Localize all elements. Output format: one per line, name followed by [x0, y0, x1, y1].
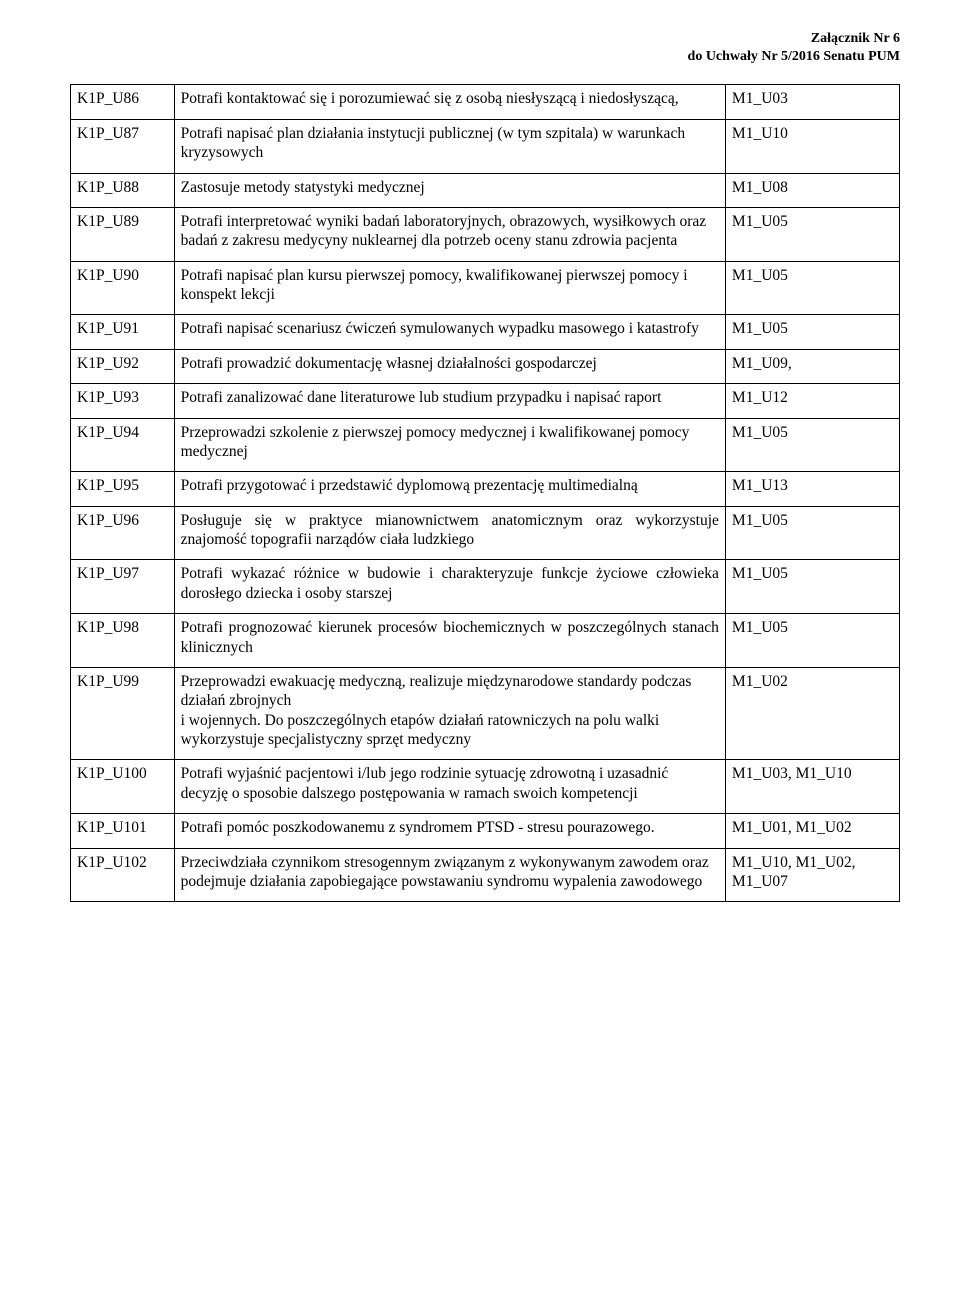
description-cell: Potrafi przygotować i przedstawić dyplom…: [174, 472, 725, 506]
table-row: K1P_U99Przeprowadzi ewakuację medyczną, …: [71, 667, 900, 760]
code-cell: K1P_U89: [71, 207, 175, 261]
description-cell: Potrafi prognozować kierunek procesów bi…: [174, 614, 725, 668]
table-row: K1P_U101Potrafi pomóc poszkodowanemu z s…: [71, 814, 900, 848]
description-cell: Potrafi kontaktować się i porozumiewać s…: [174, 85, 725, 119]
table-row: K1P_U97Potrafi wykazać różnice w budowie…: [71, 560, 900, 614]
table-row: K1P_U94Przeprowadzi szkolenie z pierwsze…: [71, 418, 900, 472]
outcomes-table: K1P_U86Potrafi kontaktować się i porozum…: [70, 84, 900, 902]
description-cell: Potrafi zanalizować dane literaturowe lu…: [174, 384, 725, 418]
description-cell: Potrafi wyjaśnić pacjentowi i/lub jego r…: [174, 760, 725, 814]
description-cell: Potrafi interpretować wyniki badań labor…: [174, 207, 725, 261]
table-row: K1P_U90Potrafi napisać plan kursu pierws…: [71, 261, 900, 315]
description-cell: Przeciwdziała czynnikom stresogennym zwi…: [174, 848, 725, 902]
description-cell: Potrafi napisać plan działania instytucj…: [174, 119, 725, 173]
reference-cell: M1_U01, M1_U02: [725, 814, 899, 848]
table-row: K1P_U89Potrafi interpretować wyniki bada…: [71, 207, 900, 261]
table-row: K1P_U100Potrafi wyjaśnić pacjentowi i/lu…: [71, 760, 900, 814]
code-cell: K1P_U98: [71, 614, 175, 668]
table-row: K1P_U95Potrafi przygotować i przedstawić…: [71, 472, 900, 506]
reference-cell: M1_U10: [725, 119, 899, 173]
code-cell: K1P_U92: [71, 349, 175, 383]
reference-cell: M1_U05: [725, 261, 899, 315]
description-cell: Potrafi prowadzić dokumentację własnej d…: [174, 349, 725, 383]
table-row: K1P_U98Potrafi prognozować kierunek proc…: [71, 614, 900, 668]
reference-cell: M1_U02: [725, 667, 899, 760]
table-row: K1P_U91Potrafi napisać scenariusz ćwicze…: [71, 315, 900, 349]
reference-cell: M1_U05: [725, 614, 899, 668]
description-cell: Potrafi wykazać różnice w budowie i char…: [174, 560, 725, 614]
code-cell: K1P_U95: [71, 472, 175, 506]
reference-cell: M1_U05: [725, 207, 899, 261]
table-row: K1P_U102Przeciwdziała czynnikom stresoge…: [71, 848, 900, 902]
table-row: K1P_U93Potrafi zanalizować dane literatu…: [71, 384, 900, 418]
reference-cell: M1_U12: [725, 384, 899, 418]
code-cell: K1P_U94: [71, 418, 175, 472]
reference-cell: M1_U05: [725, 315, 899, 349]
reference-cell: M1_U03, M1_U10: [725, 760, 899, 814]
reference-cell: M1_U09,: [725, 349, 899, 383]
reference-cell: M1_U08: [725, 173, 899, 207]
code-cell: K1P_U90: [71, 261, 175, 315]
reference-cell: M1_U03: [725, 85, 899, 119]
code-cell: K1P_U99: [71, 667, 175, 760]
table-row: K1P_U87Potrafi napisać plan działania in…: [71, 119, 900, 173]
table-row: K1P_U96Posługuje się w praktyce mianowni…: [71, 506, 900, 560]
header-line-2: do Uchwały Nr 5/2016 Senatu PUM: [70, 48, 900, 66]
code-cell: K1P_U91: [71, 315, 175, 349]
code-cell: K1P_U87: [71, 119, 175, 173]
description-cell: Przeprowadzi szkolenie z pierwszej pomoc…: [174, 418, 725, 472]
reference-cell: M1_U13: [725, 472, 899, 506]
code-cell: K1P_U100: [71, 760, 175, 814]
code-cell: K1P_U86: [71, 85, 175, 119]
table-row: K1P_U92Potrafi prowadzić dokumentację wł…: [71, 349, 900, 383]
header-line-1: Załącznik Nr 6: [70, 30, 900, 48]
code-cell: K1P_U88: [71, 173, 175, 207]
code-cell: K1P_U101: [71, 814, 175, 848]
code-cell: K1P_U102: [71, 848, 175, 902]
reference-cell: M1_U05: [725, 418, 899, 472]
table-row: K1P_U86Potrafi kontaktować się i porozum…: [71, 85, 900, 119]
description-cell: Potrafi pomóc poszkodowanemu z syndromem…: [174, 814, 725, 848]
reference-cell: M1_U05: [725, 560, 899, 614]
reference-cell: M1_U05: [725, 506, 899, 560]
code-cell: K1P_U97: [71, 560, 175, 614]
description-cell: Potrafi napisać plan kursu pierwszej pom…: [174, 261, 725, 315]
description-cell: Posługuje się w praktyce mianownictwem a…: [174, 506, 725, 560]
table-row: K1P_U88Zastosuje metody statystyki medyc…: [71, 173, 900, 207]
page-header: Załącznik Nr 6 do Uchwały Nr 5/2016 Sena…: [70, 30, 900, 66]
description-cell: Przeprowadzi ewakuację medyczną, realizu…: [174, 667, 725, 760]
code-cell: K1P_U96: [71, 506, 175, 560]
description-cell: Potrafi napisać scenariusz ćwiczeń symul…: [174, 315, 725, 349]
reference-cell: M1_U10, M1_U02, M1_U07: [725, 848, 899, 902]
description-cell: Zastosuje metody statystyki medycznej: [174, 173, 725, 207]
code-cell: K1P_U93: [71, 384, 175, 418]
